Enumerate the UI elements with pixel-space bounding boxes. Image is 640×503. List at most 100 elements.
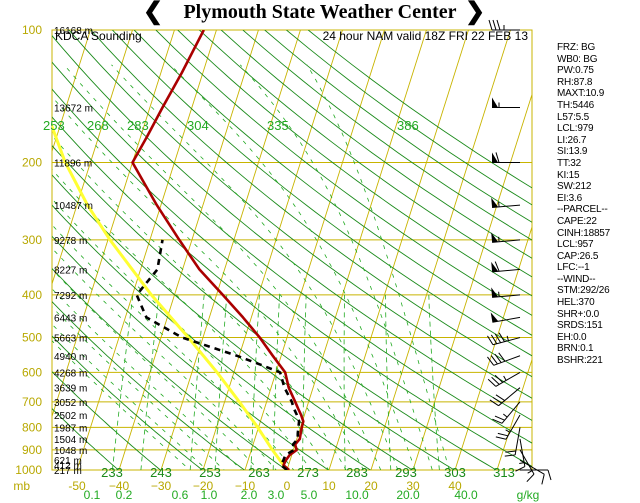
index-entry: LCL:979 — [557, 123, 594, 135]
wind-barb — [491, 287, 521, 298]
isotherm-line — [118, 30, 259, 470]
wind-barb — [519, 459, 545, 485]
temperature-tick-label: −10 — [235, 479, 256, 493]
mixing-ratio-label: 0.6 — [172, 488, 189, 502]
index-entry: --WIND-- — [557, 273, 596, 285]
dry-adiabat-line — [52, 144, 456, 470]
wind-barb — [520, 469, 552, 481]
theta-bottom-label: 263 — [248, 465, 270, 480]
isotherm-line — [370, 30, 511, 470]
dry-adiabat-line — [242, 30, 532, 241]
index-entry: BRN:0.1 — [557, 343, 594, 355]
isotherm-line — [52, 30, 175, 418]
height-label: 9278 m — [54, 236, 87, 247]
mixing-ratio-unit: g/kg — [517, 488, 540, 502]
pressure-axis-label: mb — [13, 479, 30, 493]
mixing-ratio-line — [250, 294, 260, 470]
wind-barb — [487, 352, 521, 366]
wind-barb — [491, 232, 521, 243]
dry-adiabat-line — [52, 204, 372, 470]
index-entry: L57:5.5 — [557, 111, 589, 123]
dry-adiabat-line — [199, 30, 532, 278]
mixing-ratio-label: 2.0 — [241, 488, 258, 502]
theta-bottom-label: 253 — [199, 465, 221, 480]
index-entry: EI:3.6 — [557, 192, 582, 204]
dry-adiabat-lines — [52, 30, 532, 470]
dry-adiabat-line — [52, 371, 162, 470]
theta-bottom-label: 283 — [346, 465, 368, 480]
pressure-tick-label: 800 — [22, 420, 42, 434]
isotherm-line — [52, 30, 133, 286]
isotherm-line — [0, 30, 6, 470]
temperature-tick-label: −40 — [109, 479, 130, 493]
theta-bottom-label: 293 — [395, 465, 417, 480]
mixing-ratio-line — [385, 294, 392, 470]
height-label: 217 m — [54, 466, 82, 477]
mixing-ratio-label: 0.1 — [84, 488, 101, 502]
index-entry: LCL:957 — [557, 239, 594, 251]
height-label: 3052 m — [54, 398, 87, 409]
wind-barb — [487, 371, 521, 387]
height-label: 4940 m — [54, 352, 87, 363]
moist-adiabat-line — [170, 64, 416, 470]
isotherm-lines — [0, 30, 532, 470]
height-label: 621 m — [54, 456, 82, 467]
index-entry: SHR+:0.0 — [557, 308, 600, 320]
dry-adiabat-line — [52, 301, 246, 470]
theta-top-label: 253 — [43, 118, 65, 133]
sounding-traces — [52, 30, 305, 470]
mixing-ratio-label: 5.0 — [301, 488, 318, 502]
index-entry: STM:292/26 — [557, 285, 610, 297]
index-entry: SW:212 — [557, 181, 592, 193]
dry-adiabat-line — [52, 61, 532, 444]
height-label: 13672 m — [54, 103, 93, 114]
page-title: Plymouth State Weather Center — [183, 1, 457, 23]
isotherm-line — [328, 30, 469, 470]
dewpoint-line — [135, 239, 301, 470]
pressure-tick-label: 600 — [22, 365, 42, 379]
mixing-ratio-line — [343, 294, 346, 470]
dry-adiabat-line — [133, 30, 532, 336]
pressure-tick-label: 400 — [22, 288, 42, 302]
pressure-tick-label: 500 — [22, 331, 42, 345]
theta-bottom-label: 243 — [150, 465, 172, 480]
moist-adiabat-line — [52, 247, 277, 470]
height-label: 8227 m — [54, 265, 87, 276]
mixing-ratio-line — [272, 294, 280, 470]
isotherm-line — [454, 225, 532, 470]
index-entry: TH:5446 — [557, 99, 594, 111]
temperature-tick-label: −30 — [151, 479, 172, 493]
height-label: 1048 m — [54, 446, 87, 457]
index-entry: KI:15 — [557, 169, 580, 181]
stability-indices-panel: FRZ: BG WB0: BG PW:0.75 RH:87.8 MAXT:10.9 TH:… — [557, 42, 639, 367]
wind-barb — [504, 427, 521, 457]
header-banner: ❮ Plymouth State Weather Center ❮ — [0, 0, 640, 26]
temperature-tick-label: 30 — [406, 479, 420, 493]
temperature-tick-label: -50 — [68, 479, 86, 493]
wind-barb — [487, 332, 521, 346]
pressure-tick-label: 100 — [22, 23, 42, 37]
theta-top-label: 283 — [127, 118, 149, 133]
isotherm-line — [52, 30, 91, 153]
temperature-tick-label: 0 — [284, 479, 291, 493]
index-entry: SRDS:151 — [557, 320, 603, 332]
isotherm-line — [202, 30, 343, 470]
index-entry: HEL:370 — [557, 297, 595, 309]
moist-adiabat-line — [52, 288, 242, 470]
isotherm-line — [496, 358, 532, 470]
wind-barb — [490, 312, 521, 323]
index-entry: --PARCEL-- — [557, 204, 608, 216]
isotherm-line — [160, 30, 301, 470]
height-label: 412 m — [54, 461, 82, 472]
left-hook-icon: ❮ — [143, 0, 164, 25]
moist-adiabat-line — [52, 168, 330, 470]
wind-barb — [515, 438, 526, 472]
mixing-ratio-label: 1.0 — [201, 488, 218, 502]
index-entry: TT:32 — [557, 157, 582, 169]
wind-barb — [492, 97, 520, 108]
index-entry: LI:26.7 — [557, 134, 587, 146]
temperature-line — [131, 30, 305, 470]
dry-adiabat-line — [52, 407, 120, 470]
dry-adiabat-line — [52, 88, 532, 467]
